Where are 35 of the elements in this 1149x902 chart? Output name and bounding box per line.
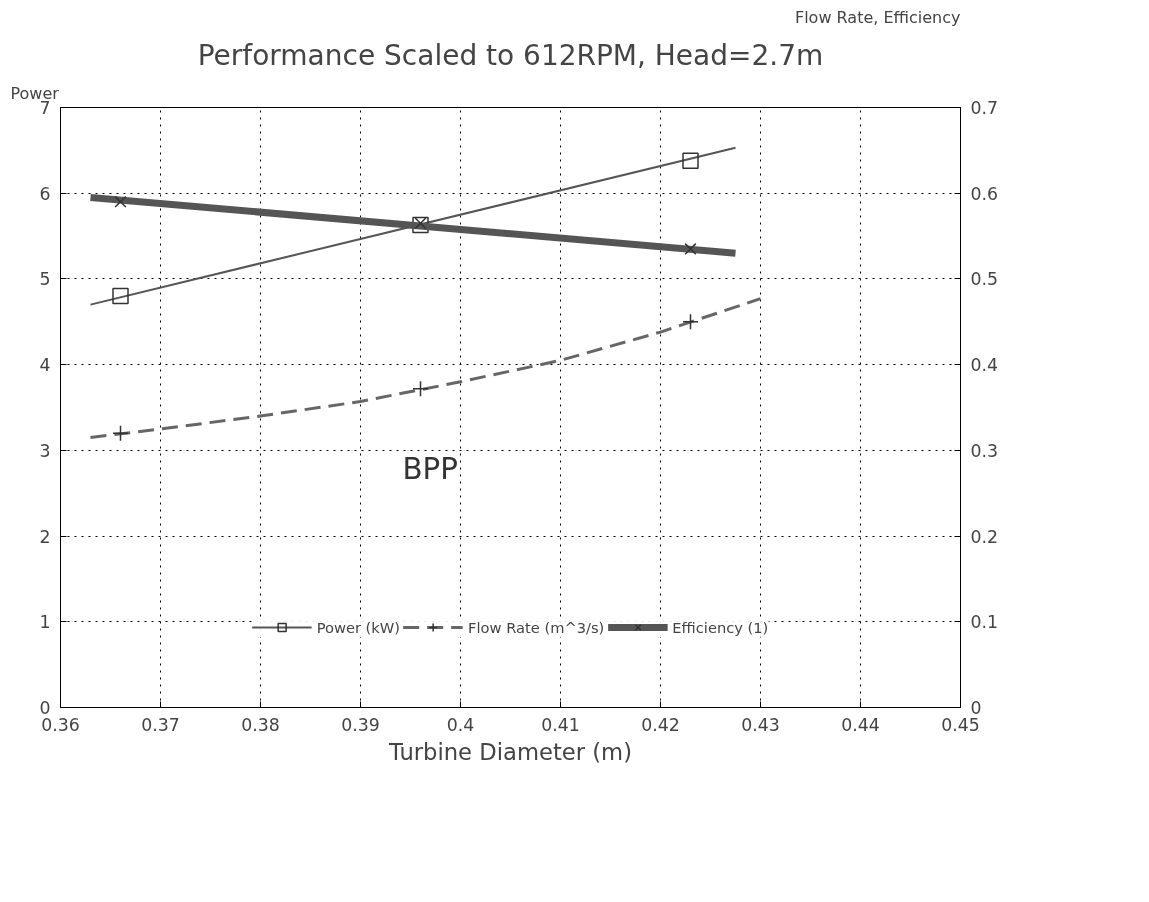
y2-tick-label: 0.6 bbox=[970, 183, 999, 204]
x-axis-title: Turbine Diameter (m) bbox=[388, 738, 632, 765]
point bbox=[412, 216, 429, 234]
y-tick-label: 2 bbox=[39, 526, 51, 547]
y-tick-label: 7 bbox=[39, 98, 51, 118]
y2-tick-label: 0.5 bbox=[970, 269, 999, 290]
point bbox=[682, 152, 699, 169]
x-tick-label: 0.41 bbox=[541, 714, 580, 735]
point bbox=[114, 195, 127, 208]
point bbox=[112, 287, 129, 305]
y2-tick-label: 0.2 bbox=[970, 526, 999, 547]
y-tick-label: 5 bbox=[39, 269, 51, 290]
chart-title: Performance Scaled to 612RPM, Head=2.7m bbox=[197, 38, 824, 72]
y2-tick-label: 0.7 bbox=[970, 98, 999, 118]
y2-tick-label: 0.3 bbox=[970, 440, 999, 461]
x-tick-label: 0.38 bbox=[241, 714, 280, 735]
annotation: BPP bbox=[402, 451, 458, 486]
legend-label: Efficiency (1) bbox=[672, 618, 769, 636]
point bbox=[684, 242, 697, 255]
y-tick-label: 4 bbox=[39, 355, 51, 376]
y-tick-label: 3 bbox=[39, 440, 51, 461]
line-series bbox=[89, 297, 762, 439]
y-tick-label: 1 bbox=[39, 612, 51, 633]
y2-tick-label: 0.1 bbox=[970, 612, 999, 633]
x-tick-label: 0.37 bbox=[141, 714, 180, 735]
x-tick-label: 0.39 bbox=[341, 714, 380, 735]
x-tick-label: 0.4 bbox=[446, 714, 475, 735]
x-tick-label: 0.44 bbox=[841, 714, 880, 735]
y2-tick-label: 0.4 bbox=[970, 355, 999, 376]
legend-label: Flow Rate (m^3/s) bbox=[468, 618, 605, 636]
x-tick-label: 0.42 bbox=[641, 714, 680, 735]
y-tick-label: 6 bbox=[39, 183, 51, 204]
x-tick-label: 0.43 bbox=[741, 714, 780, 735]
legend-label: Power (kW) bbox=[316, 618, 401, 636]
y2-axis-title: Flow Rate, Efficiency bbox=[794, 7, 961, 27]
